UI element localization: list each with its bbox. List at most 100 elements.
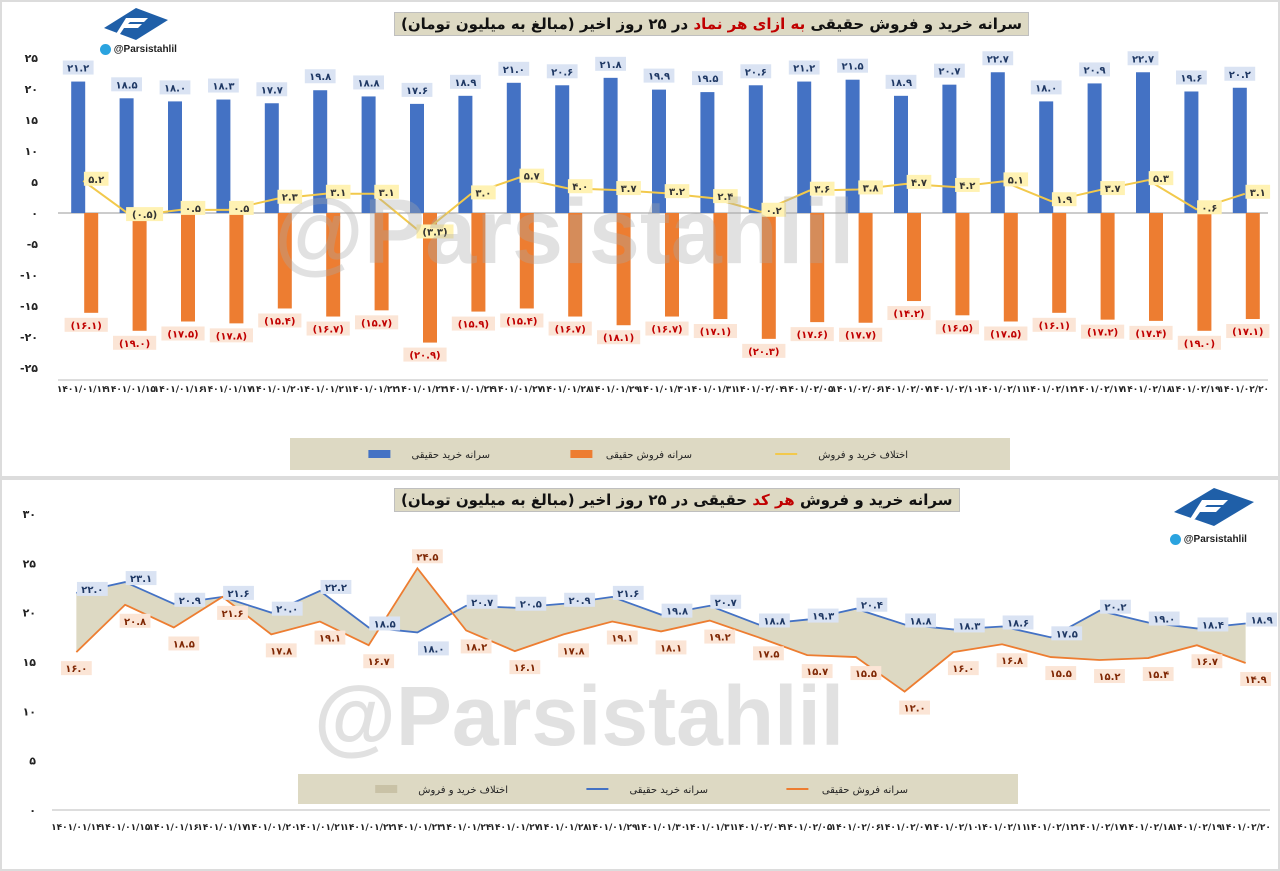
sell-data-label-bg [500, 313, 544, 328]
buy-bar [652, 89, 666, 213]
sell-bar [1100, 213, 1115, 320]
sell-bar [374, 213, 389, 311]
buy-data-label-bg [223, 585, 254, 600]
diff-data-label: ۰.۵ [185, 204, 201, 215]
buy-data-label: ۲۰.۶ [551, 67, 573, 78]
sell-bar [616, 213, 631, 326]
buy-data-label-bg [353, 75, 384, 90]
diff-data-label: ۳.۸ [863, 183, 879, 194]
legend-box [290, 438, 1010, 470]
buy-data-label-bg [612, 585, 644, 600]
diff-data-label-bg [325, 184, 351, 199]
telegram-icon [1170, 534, 1181, 545]
sell-data-label-bg [355, 315, 399, 330]
diff-area [76, 568, 1246, 692]
sell-data-label: (۱۵.۹) [458, 320, 489, 331]
diff-data-label-bg [83, 171, 109, 186]
diff-data-label: ۳.۱ [379, 188, 395, 199]
x-tick-label: ۱۴۰۱/۰۱/۱۴ [51, 823, 102, 833]
sell-data-label-bg [64, 317, 108, 332]
buy-data-label: ۲۳.۱ [130, 574, 152, 585]
diff-data-label: ۳.۲ [669, 187, 685, 198]
diff-data-label: ۲.۴ [717, 192, 733, 203]
diff-data-label-bg [713, 189, 738, 204]
buy-bar [797, 81, 812, 213]
diff-data-label: ۱.۹ [1056, 195, 1072, 206]
buy-data-label-bg [1079, 62, 1110, 77]
sell-data-label-bg [839, 327, 883, 342]
sell-data-label: ۱۵.۴ [1147, 670, 1169, 681]
buy-data-label: ۱۸.۳ [958, 621, 980, 632]
sell-data-label: (۱۶.۷) [313, 325, 344, 336]
sell-data-label-bg [168, 636, 200, 651]
buy-data-label-bg [759, 613, 790, 628]
sell-data-label: ۲۰.۸ [124, 617, 146, 628]
diff-data-label: ۵.۷ [524, 172, 540, 183]
buy-bar [555, 85, 570, 213]
y-tick-label: ۲۰ [23, 607, 36, 620]
buy-data-label-bg [159, 80, 191, 95]
buy-data-label-bg [1176, 70, 1207, 85]
sell-data-label-bg [645, 321, 689, 336]
sell-data-label-bg [753, 646, 784, 661]
buy-data-label: ۱۸.۳ [212, 82, 234, 93]
x-tick-label: ۱۴۰۱/۰۲/۲۰ [1220, 823, 1271, 833]
buy-data-label: ۲۰.۶ [745, 67, 767, 78]
buy-bar [942, 84, 957, 213]
x-tick-label: ۱۴۰۱/۰۱/۱۷ [202, 385, 253, 395]
sell-data-label: (۲۰.۹) [409, 351, 440, 362]
x-tick-label: ۱۴۰۱/۰۱/۱۴ [57, 385, 108, 395]
sell-bar [1052, 213, 1067, 313]
x-tick-label: ۱۴۰۱/۰۱/۲۸ [541, 385, 592, 395]
sell-data-label: (۱۷.۲) [1087, 328, 1118, 339]
logo-mark-icon [1174, 488, 1254, 526]
sell-data-label: ۱۴.۹ [1245, 675, 1267, 686]
buy-data-label: ۱۸.۸ [910, 617, 932, 628]
diff-data-label: ۰.۶ [1201, 203, 1217, 214]
diff-data-label: ۵.۲ [88, 175, 104, 186]
buy-bar [845, 79, 860, 213]
sell-data-label: ۱۸.۲ [465, 642, 487, 653]
diff-data-label: ۲.۳ [282, 193, 298, 204]
sell-bar [229, 213, 244, 324]
buy-data-label: ۱۹.۸ [309, 72, 331, 83]
x-tick-label: ۱۴۰۱/۰۲/۰۷ [880, 385, 931, 395]
diff-data-label-bg [1003, 172, 1029, 187]
buy-data-label: ۱۸.۵ [116, 80, 138, 91]
sell-data-label: ۲۴.۵ [416, 552, 438, 563]
area-chart-panel: سرانه خرید و فروش هر کد حقیقی در ۲۵ روز … [2, 480, 1278, 869]
parsistahlil-logo [100, 6, 172, 48]
buy-data-label: ۱۷.۷ [261, 85, 283, 96]
x-tick-label: ۱۴۰۱/۰۱/۲۹ [587, 823, 638, 833]
sell-data-label: (۱۶.۱) [71, 321, 102, 332]
x-tick-label: ۱۴۰۱/۰۱/۲۴ [444, 385, 495, 395]
chart1-title: سرانه خرید و فروش حقیقی به ازای هر نماد … [394, 12, 1029, 36]
buy-data-label: ۲۰.۷ [715, 598, 737, 609]
x-tick-label: ۱۴۰۱/۰۱/۱۷ [197, 823, 248, 833]
sell-data-label: ۱۵.۲ [1098, 672, 1120, 683]
sell-data-label-bg [1081, 324, 1125, 339]
sell-line [75, 566, 1246, 693]
buy-data-label-bg [1148, 611, 1180, 626]
x-tick-label: ۱۴۰۱/۰۱/۲۲ [347, 385, 398, 395]
buy-data-label-bg [418, 641, 449, 656]
sell-data-label-bg [314, 630, 346, 645]
buy-data-label-bg [208, 78, 239, 93]
y-tick-label: ۱۵ [25, 114, 39, 127]
buy-bar [216, 99, 231, 213]
buy-bar [264, 103, 279, 213]
sell-bar [519, 213, 534, 309]
x-tick-label: ۱۴۰۱/۰۱/۱۶ [149, 823, 200, 833]
diff-data-label: ۳.۰ [475, 188, 491, 199]
buy-data-label-bg [595, 56, 626, 71]
diff-data-label-bg [1197, 200, 1222, 215]
x-tick-label: ۱۴۰۱/۰۲/۱۸ [1123, 823, 1174, 833]
diff-data-label: ۳.۱ [1250, 188, 1266, 199]
buy-data-label-bg [885, 74, 917, 89]
sell-data-label: (۱۹.۰) [119, 339, 150, 350]
sell-data-label: ۱۷.۸ [270, 646, 292, 657]
buy-data-label-bg [1246, 612, 1278, 627]
buy-data-label-bg [401, 82, 433, 97]
buy-data-label-bg [788, 60, 820, 75]
sell-data-label: ۲۱.۶ [221, 609, 243, 620]
